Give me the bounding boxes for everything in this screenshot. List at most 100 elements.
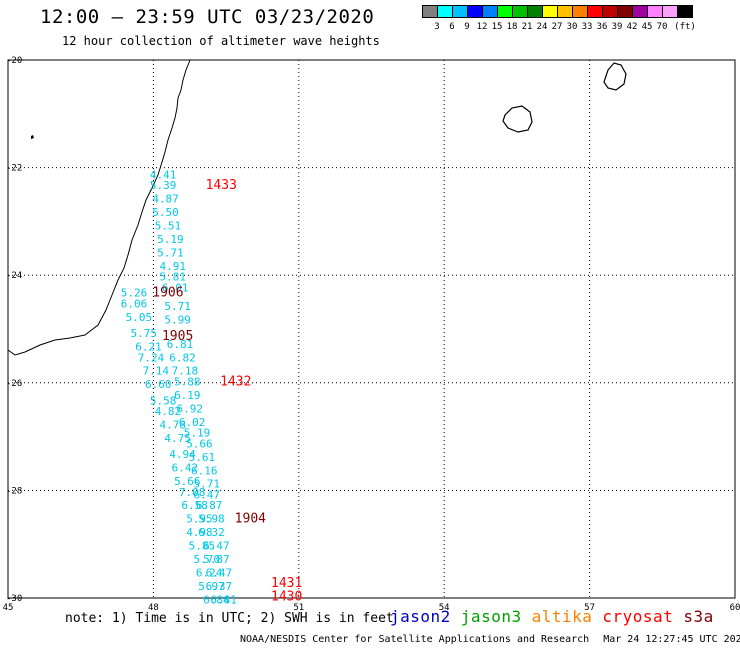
- wave-height-value: 6.47: [206, 566, 233, 579]
- color-scale-label: 70: [656, 22, 668, 32]
- color-scale-label: 36: [596, 22, 608, 32]
- wave-height-value: 4.41: [150, 168, 177, 181]
- color-scale-label: (ft): [674, 22, 696, 32]
- chart-title: 12:00 — 23:59 UTC 03/23/2020: [40, 6, 375, 28]
- wave-height-value: 6.21: [135, 341, 162, 354]
- longitude-label: 45: [3, 603, 14, 613]
- wave-height-value: 6.02: [179, 416, 206, 429]
- color-scale-label: 3: [434, 22, 440, 32]
- wave-height-value: 5.98: [198, 513, 225, 526]
- wave-height-value: 5.05: [126, 311, 153, 324]
- wave-height-value: 5.70: [193, 553, 220, 566]
- wave-height-value: 5.66: [174, 475, 201, 488]
- wave-height-value: 6.58: [181, 499, 208, 512]
- wave-height-value: 5.19: [157, 233, 184, 246]
- pass-time-label: 1906: [152, 286, 183, 301]
- color-scale-label: 24: [536, 22, 548, 32]
- longitude-label: 57: [584, 603, 595, 613]
- madagascar-coastline: [7, 59, 191, 356]
- wave-height-value: 4.98: [186, 526, 213, 539]
- color-scale-label: 42: [626, 22, 638, 32]
- wave-height-value: 7.18: [172, 365, 199, 378]
- satellite-legend: jason2 jason3 altika cryosat s3a: [390, 607, 724, 626]
- wave-height-value: 5.99: [164, 314, 191, 327]
- color-scale-label: 15: [491, 22, 503, 32]
- coastlines: [7, 59, 627, 356]
- satellite-legend-item: cryosat: [602, 607, 674, 626]
- wave-height-value: 5.71: [193, 478, 220, 491]
- color-scale-label: 18: [506, 22, 518, 32]
- reunion-island: [502, 105, 533, 133]
- wave-height-value: 6.47: [203, 540, 230, 553]
- pass-time-label: 1904: [235, 512, 266, 527]
- wave-height-value: 6.60: [145, 378, 172, 391]
- wave-height-value: 5.71: [157, 246, 184, 259]
- longitude-label: 51: [293, 603, 304, 613]
- footnote: note: 1) Time is in UTC; 2) SWH is in fe…: [65, 611, 394, 626]
- map-border: [7, 59, 736, 599]
- wave-height-value: 6.92: [177, 402, 204, 415]
- wave-height-value: 5.85: [189, 540, 216, 553]
- pass-time-label: 1432: [220, 374, 251, 389]
- wave-height-value: 5.19: [184, 427, 211, 440]
- color-scale-label: 33: [581, 22, 593, 32]
- pass-time-label: 1433: [206, 178, 237, 193]
- wave-height-value: 4.94: [169, 448, 196, 461]
- chart-subtitle: 12 hour collection of altimeter wave hei…: [62, 34, 380, 48]
- wave-height-value: 4.87: [152, 193, 179, 206]
- wave-height-value: 6.47: [193, 488, 220, 501]
- wave-height-value: 5.66: [186, 437, 213, 450]
- wave-height-value: 7.08: [179, 486, 206, 499]
- color-scale-label: 30: [566, 22, 578, 32]
- wave-height-value: 6.84: [203, 593, 230, 606]
- latitude-label: -22: [6, 164, 22, 174]
- color-scale-label: 27: [551, 22, 563, 32]
- color-scale-legend: [422, 5, 693, 18]
- generated-timestamp: Mar 24 12:27:45 UTC 2020: [603, 634, 740, 645]
- color-scale-label: 6: [449, 22, 455, 32]
- color-scale-label: 21: [521, 22, 533, 32]
- latitude-label: -28: [6, 486, 22, 496]
- wave-height-value: 6.24: [196, 566, 223, 579]
- color-scale-labels: 3 6 9 12 15 18 21 24 27 30 33 36 39 42 45 70 (ft): [422, 22, 740, 34]
- latitude-label: -24: [6, 271, 22, 281]
- wave-height-value: 5.75: [130, 327, 157, 340]
- wave-height-value: 5.39: [150, 179, 177, 192]
- pass-time-label: 1430: [271, 590, 302, 605]
- wave-height-value: 5.97: [198, 580, 225, 593]
- wave-height-value: 6.82: [169, 351, 196, 364]
- credit-line: NOAA/NESDIS Center for Satellite Applica…: [240, 634, 740, 645]
- wave-height-value: 5.61: [189, 451, 216, 464]
- color-scale-label: 9: [464, 22, 470, 32]
- latitude-label: -20: [6, 56, 22, 66]
- wave-height-value: 6.81: [167, 338, 194, 351]
- longitude-label: 48: [148, 603, 159, 613]
- wave-height-value: 6.06: [121, 297, 148, 310]
- wave-height-value: 5.71: [164, 300, 191, 313]
- wave-height-value: 6.87: [196, 499, 223, 512]
- satellite-legend-item: jason3: [460, 607, 522, 626]
- wave-height-value: 5.58: [150, 394, 177, 407]
- latitude-label: -30: [6, 594, 22, 604]
- wave-height-labels: 4.415.394.875.505.515.195.714.915.816.01…: [121, 168, 237, 606]
- pass-time-label: 1905: [162, 329, 193, 344]
- map-frame: [7, 59, 736, 599]
- wave-height-value: 5.81: [160, 271, 187, 284]
- wave-height-value: 6.19: [174, 389, 201, 402]
- wave-height-value: 6.32: [198, 526, 225, 539]
- color-scale-label: 39: [611, 22, 623, 32]
- longitude-label: 60: [730, 603, 740, 613]
- pass-time-label: 1431: [271, 576, 302, 591]
- wave-height-value: 4.91: [160, 260, 187, 273]
- color-scale-swatch: [677, 5, 693, 18]
- wave-height-value: 5.87: [203, 553, 230, 566]
- wave-height-value: 6.42: [172, 462, 199, 475]
- wave-height-value: 5.88: [174, 375, 201, 388]
- lat-lon-grid: [8, 60, 735, 598]
- wave-height-value: 5.95: [186, 513, 213, 526]
- satellite-legend-item: altika: [531, 607, 593, 626]
- color-scale-label: 12: [476, 22, 488, 32]
